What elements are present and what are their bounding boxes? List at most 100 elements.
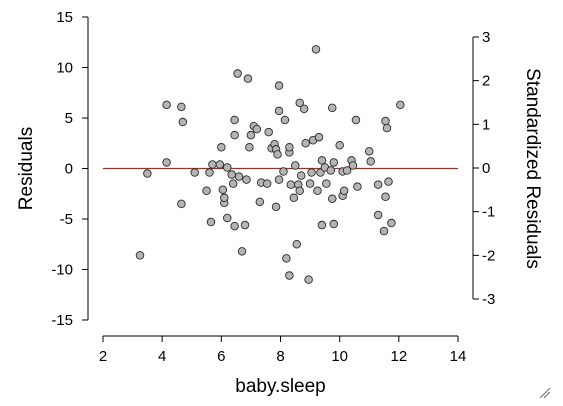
x-tick-label: 8 <box>276 348 284 365</box>
scatter-point <box>230 130 239 140</box>
scatter-point <box>222 213 232 223</box>
scatter-point <box>353 182 362 191</box>
scatter-point <box>202 186 211 195</box>
scatter-point <box>311 45 321 54</box>
scatter-point <box>291 161 300 170</box>
scatter-point <box>135 251 145 260</box>
x-tick-label: 4 <box>158 348 166 365</box>
scatter-point <box>373 180 383 189</box>
scatter-point <box>264 127 273 137</box>
scatter-point <box>222 163 232 172</box>
scatter-point <box>274 175 284 184</box>
y-tick-label: 10 <box>56 60 73 77</box>
scatter-point <box>296 171 306 180</box>
scatter-point <box>206 217 216 227</box>
scatter-point <box>162 158 171 167</box>
scatter-point <box>242 175 251 184</box>
scatter-point <box>177 199 186 209</box>
scatter-point <box>317 220 327 230</box>
scatter-point <box>295 186 304 195</box>
scatter-point <box>396 100 405 110</box>
scatter-point <box>373 210 383 220</box>
y-tick-label: 0 <box>65 161 73 178</box>
scatter-point <box>381 192 390 202</box>
scatter-point <box>289 193 299 203</box>
scatter-point <box>305 179 315 188</box>
scatter-point <box>234 172 244 181</box>
x-tick-label: 12 <box>390 348 407 365</box>
x-tick-label: 10 <box>331 348 348 365</box>
scatter-point <box>286 180 296 189</box>
scatter-point <box>328 103 337 113</box>
y2-tick-label: -3 <box>482 291 495 308</box>
scatter-point <box>271 202 281 212</box>
scatter-point <box>205 168 214 177</box>
scatter-point <box>292 239 302 249</box>
y2-tick-label: -1 <box>482 204 495 221</box>
scatter-point <box>274 106 284 116</box>
y2-tick-label: 1 <box>482 116 490 133</box>
scatter-point <box>329 219 339 229</box>
y2-tick-label: 3 <box>482 29 490 46</box>
resize-grip-icon[interactable] <box>539 387 551 399</box>
scatter-point <box>143 169 152 178</box>
scatter-point <box>313 186 322 195</box>
scatter-point <box>262 179 272 188</box>
scatter-point <box>307 168 316 177</box>
scatter-point <box>301 138 310 148</box>
scatter-point <box>218 185 228 194</box>
scatter-point <box>215 160 225 169</box>
scatter-point <box>240 220 250 230</box>
scatter-point <box>314 132 324 142</box>
scatter-point <box>230 221 239 231</box>
scatter-point <box>228 179 238 188</box>
scatter-point <box>217 143 226 152</box>
scatter-point <box>273 150 282 159</box>
y-axis-title: Residuals <box>16 127 37 210</box>
scatter-point <box>243 74 253 83</box>
scatter-point <box>384 177 393 186</box>
scatter-point <box>326 166 336 175</box>
y2-tick-label: 0 <box>482 160 490 177</box>
scatter-point <box>335 141 344 150</box>
scatter-point <box>282 254 291 263</box>
scatter-point <box>220 193 229 203</box>
y2-tick-label: 2 <box>482 73 490 90</box>
scatter-point <box>348 161 358 170</box>
y-tick-label: -10 <box>51 262 73 279</box>
scatter-point <box>366 157 375 166</box>
scatter-point <box>237 247 247 256</box>
scatter-point <box>190 168 199 177</box>
y-tick-label: 15 <box>56 9 73 26</box>
scatter-point <box>233 69 242 78</box>
scatter-point <box>328 194 337 204</box>
scatter-point <box>279 167 288 176</box>
scatter-point <box>230 115 239 125</box>
scatter-point <box>178 117 188 127</box>
scatter-point <box>227 170 236 179</box>
x-tick-label: 2 <box>99 348 107 365</box>
scatter-point <box>208 160 217 169</box>
scatter-point <box>177 102 186 112</box>
y2-axis-title: Standardized Residuals <box>522 68 543 269</box>
y-tick-label: -5 <box>60 211 73 228</box>
points-layer <box>135 45 405 284</box>
x-axis-title: baby.sleep <box>235 376 326 397</box>
y-tick-label: -15 <box>51 312 73 329</box>
y2-tick-label: -2 <box>482 247 495 264</box>
scatter-point <box>329 158 339 167</box>
scatter-point <box>317 156 327 165</box>
scatter-point <box>274 81 284 90</box>
scatter-point <box>255 197 265 207</box>
scatter-point <box>381 116 390 126</box>
scatter-point <box>295 98 304 108</box>
scatter-point <box>246 130 256 140</box>
scatter-point <box>299 104 309 114</box>
scatter-point <box>387 218 396 228</box>
scatter-point <box>285 143 294 152</box>
x-tick-label: 14 <box>450 348 467 365</box>
scatter-point <box>382 123 392 133</box>
x-tick-label: 6 <box>217 348 225 365</box>
